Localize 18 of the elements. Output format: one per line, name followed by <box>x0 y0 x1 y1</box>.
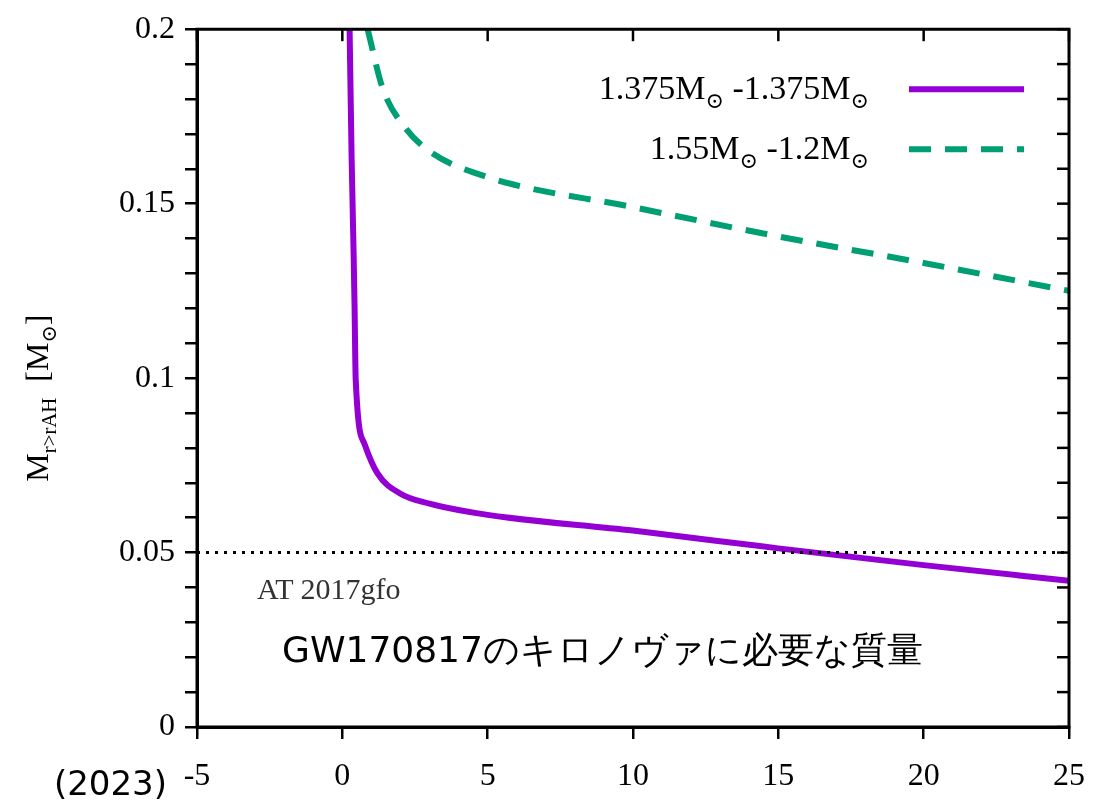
y-tick-label: 0.15 <box>119 183 175 220</box>
y-tick-label: 0.2 <box>135 8 175 45</box>
text: (2023) <box>53 763 167 803</box>
x-tick-label: 15 <box>762 755 795 792</box>
ref-line-label: AT 2017gfo <box>257 571 401 605</box>
y-axis-title: Mr>rAH [M⊙] <box>19 314 60 482</box>
y-tick-label: 0.1 <box>135 357 175 394</box>
annotation: GW170817のキロノヴァに必要な質量 <box>282 629 923 670</box>
x-tick-label: 25 <box>1053 755 1085 792</box>
y-tick-label: 0.05 <box>119 531 175 568</box>
x-tick-label: 5 <box>479 755 496 792</box>
legend-label: 1.55M⊙ -1.2M⊙ <box>649 129 869 173</box>
x-tick-label: 0 <box>334 755 351 792</box>
x-tick-label: 10 <box>617 755 649 792</box>
y-tick-label: 0 <box>159 706 175 743</box>
x-tick-label: -5 <box>183 755 211 792</box>
legend-label: 1.375M⊙ -1.375M⊙ <box>598 69 869 113</box>
x-tick-label: 20 <box>907 755 940 792</box>
